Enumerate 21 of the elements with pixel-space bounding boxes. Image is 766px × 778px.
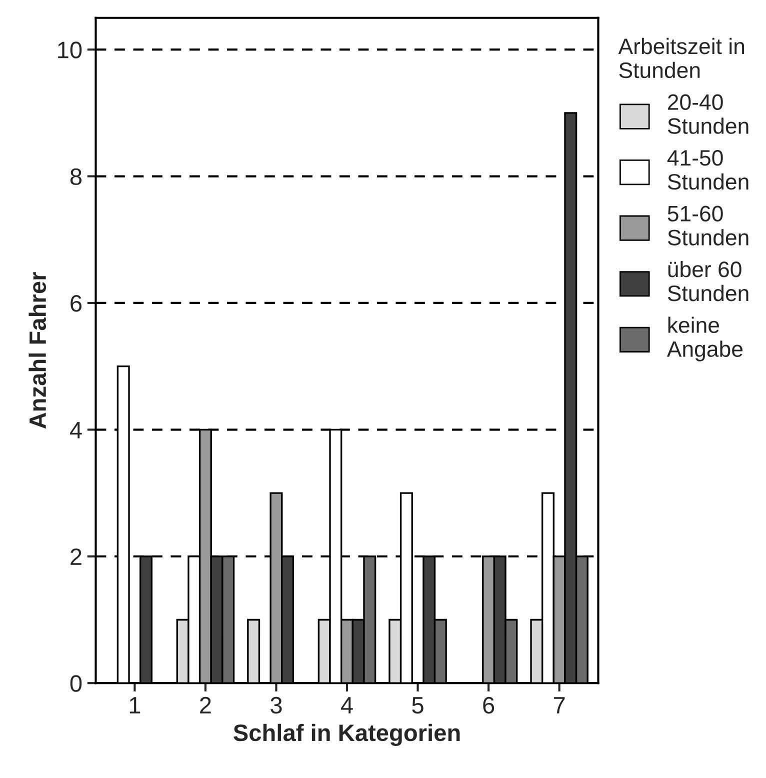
y-tick-label: 4: [70, 422, 82, 438]
x-tick-label: 3: [270, 696, 282, 714]
y-tick-label: 8: [70, 168, 82, 186]
y-tick-label: 6: [70, 295, 82, 312]
legend-label: 41-50 Stunden: [667, 150, 748, 190]
x-axis-title: Schlaf in Kategorien: [234, 724, 460, 746]
legend-label: über 60 Stunden: [668, 260, 748, 302]
legend-label: 20-40 Stunden: [668, 94, 748, 134]
x-tick-label: 7: [554, 697, 565, 714]
x-tick-label: 2: [200, 696, 211, 714]
legend-label: keine Angabe: [666, 316, 743, 362]
y-tick-label: 2: [70, 548, 82, 565]
legend-label: 51-60 Stunden: [668, 206, 748, 246]
y-axis-title: Anzahl Fahrer: [28, 272, 46, 429]
legend-title: Arbeitszeit in Stunden: [618, 38, 744, 78]
x-tick-label: 6: [483, 696, 494, 714]
x-tick-label: 1: [130, 697, 140, 714]
x-tick-label: 5: [412, 697, 424, 714]
y-tick-label: 0: [70, 675, 82, 692]
x-tick-label: 4: [340, 697, 353, 714]
y-tick-label: 10: [58, 42, 82, 58]
